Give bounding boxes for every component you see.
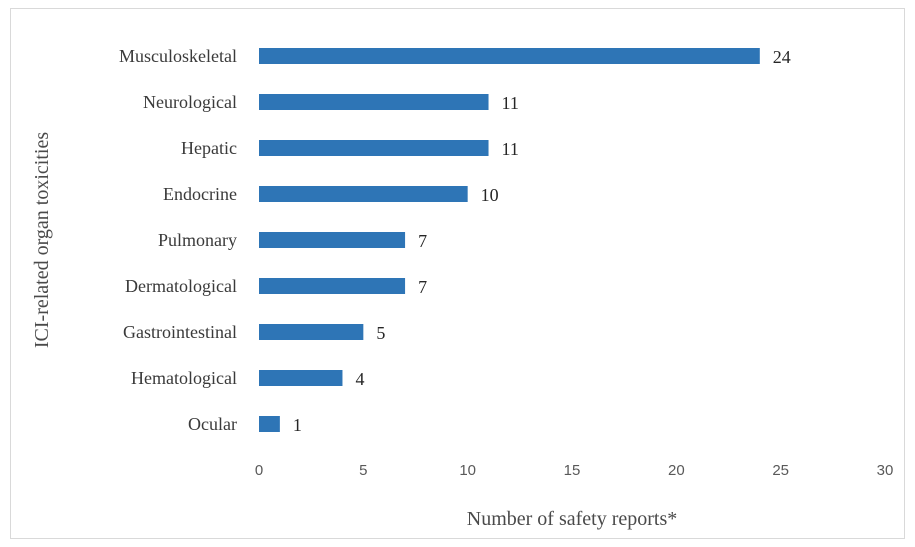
x-tick-label-0: 0: [255, 462, 263, 479]
data-label-dermatological: 7: [418, 277, 427, 297]
category-label-ocular: Ocular: [188, 414, 237, 434]
x-tick-label-5: 5: [359, 462, 367, 479]
x-tick-label-10: 10: [459, 462, 476, 479]
x-tick-labels-group: 0 5 10 15 20 25 30: [255, 462, 894, 479]
category-label-dermatological: Dermatological: [125, 276, 237, 296]
bar-gastrointestinal: [259, 324, 364, 340]
data-label-gastrointestinal: 5: [376, 323, 385, 343]
data-label-neurological: 11: [502, 93, 519, 113]
category-label-hematological: Hematological: [131, 368, 237, 388]
bars-group: [259, 48, 760, 432]
bar-hepatic: [259, 140, 489, 156]
category-label-endocrine: Endocrine: [163, 184, 237, 204]
x-tick-label-15: 15: [564, 462, 581, 479]
category-label-musculoskeletal: Musculoskeletal: [119, 46, 237, 66]
x-tick-label-30: 30: [877, 462, 894, 479]
data-label-hepatic: 11: [502, 139, 519, 159]
category-label-neurological: Neurological: [143, 92, 237, 112]
bar-ocular: [259, 416, 280, 432]
data-label-hematological: 4: [355, 369, 364, 389]
bar-neurological: [259, 94, 489, 110]
data-label-pulmonary: 7: [418, 231, 427, 251]
x-tick-label-25: 25: [772, 462, 789, 479]
x-axis-title: Number of safety reports*: [467, 508, 678, 530]
data-label-ocular: 1: [293, 415, 302, 435]
category-labels-group: Musculoskeletal Neurological Hepatic Endocr…: [119, 46, 237, 434]
bar-musculoskeletal: [259, 48, 760, 64]
bar-endocrine: [259, 186, 468, 202]
y-axis-title: ICI-related organ toxicities: [31, 132, 53, 348]
bar-hematological: [259, 370, 343, 386]
category-label-hepatic: Hepatic: [181, 138, 237, 158]
data-label-endocrine: 10: [481, 185, 499, 205]
bar-dermatological: [259, 278, 406, 294]
value-labels-group: 24 11 11 10 7 7 5 4 1: [293, 47, 791, 435]
category-label-pulmonary: Pulmonary: [158, 230, 237, 250]
bar-pulmonary: [259, 232, 406, 248]
x-tick-label-20: 20: [668, 462, 685, 479]
category-label-gastrointestinal: Gastrointestinal: [123, 322, 237, 342]
data-label-musculoskeletal: 24: [773, 47, 791, 67]
